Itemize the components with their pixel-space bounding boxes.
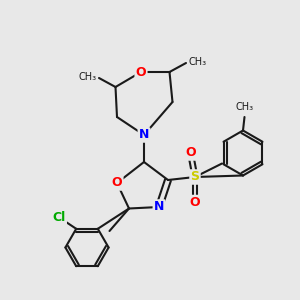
Text: O: O — [112, 176, 122, 190]
Text: CH₃: CH₃ — [79, 71, 97, 82]
Text: Cl: Cl — [52, 211, 66, 224]
Text: N: N — [139, 128, 149, 142]
Text: O: O — [190, 196, 200, 209]
Text: S: S — [190, 170, 200, 184]
Text: O: O — [185, 146, 196, 160]
Text: CH₃: CH₃ — [188, 56, 206, 67]
Text: O: O — [136, 65, 146, 79]
Text: CH₃: CH₃ — [236, 103, 253, 112]
Text: N: N — [154, 200, 164, 214]
